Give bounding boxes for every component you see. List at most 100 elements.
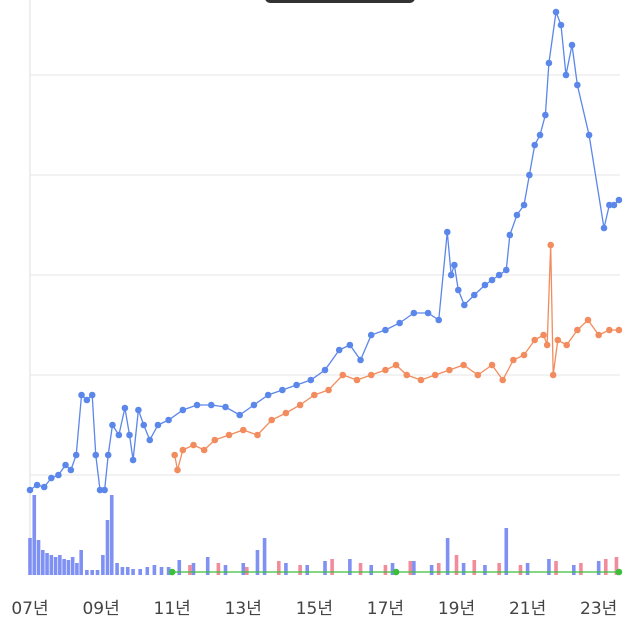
series-point [600,224,608,232]
series-point [321,366,329,374]
series-point [615,196,623,204]
volume-bar [369,565,374,575]
series-point [171,451,178,459]
volume-bar [504,528,509,575]
volume-bar [579,563,583,575]
volume-bar [276,561,281,575]
series-point [447,271,455,279]
volume-bar [177,560,182,575]
volume-bar [284,563,288,575]
series-point [542,111,549,119]
series-point [104,451,112,459]
volume-bar [571,565,576,575]
series-point [26,486,34,494]
series-point [126,431,133,439]
series-point [268,416,275,424]
series-point [606,201,613,209]
series-point [129,456,137,464]
volume-bar [75,563,79,575]
volume-bar [49,555,54,575]
series-point [353,376,361,384]
series-point [460,361,467,369]
series-point [78,391,85,399]
series-point [296,401,304,409]
series-point [211,436,219,444]
volume-bar [152,565,157,575]
series-point [568,41,576,49]
series-point [540,331,547,339]
series-point [357,356,364,364]
series-point [435,316,443,324]
series-point [424,309,432,317]
series-point [40,483,48,491]
series-point [396,319,403,327]
series-point [168,568,176,576]
x-tick-label: 21년 [509,599,546,619]
volume-bar [241,563,246,575]
series-point [585,131,593,139]
volume-bar [105,520,110,575]
series-point [346,341,354,349]
series-point [55,471,62,479]
series-point [279,386,286,394]
volume-bar [483,565,487,575]
series-point [454,286,462,294]
volume-bar [603,559,608,575]
series-point [222,403,229,411]
series-point [595,331,602,339]
series-point [101,486,108,494]
series-point [502,266,510,274]
series-point [403,371,411,379]
volume-bar [36,540,41,575]
series-point [451,261,458,269]
volume-bar [358,563,363,575]
series-point [488,361,496,369]
series-point [488,276,496,284]
series-point [574,326,581,334]
volume-bar [95,570,100,575]
series-point [392,361,400,369]
series-point [250,401,258,409]
volume-bar [436,563,441,575]
volume-bar [70,557,75,575]
volume-bar [191,563,196,575]
volume-bar [62,559,66,575]
x-tick-label: 23년 [580,599,617,619]
series-point [207,401,215,409]
series-line [174,244,619,471]
series-point [417,376,425,384]
volume-bar [454,555,459,575]
series-point [606,326,613,334]
series-point [584,316,592,324]
series-point [174,466,181,474]
series-point [531,141,538,149]
series-point [531,336,538,344]
volume-bar [554,561,558,575]
volume-bar [32,495,37,575]
x-tick-label: 19년 [438,599,475,619]
volume-bar [159,567,164,575]
series-point [615,326,623,334]
series-point [574,81,581,89]
volume-bar [109,495,114,575]
volume-bar [40,550,45,575]
series-point [481,281,489,289]
series-point [610,201,618,209]
series-point [72,451,80,459]
volume-bar [298,565,302,575]
series-point [190,441,197,449]
volume-bar [115,563,119,575]
x-tick-label: 13년 [225,599,262,619]
series-point [392,568,400,576]
volume-bar [85,570,89,575]
series-point [443,228,451,236]
series-point [311,391,318,399]
series-point [543,341,551,349]
series-point [307,376,315,384]
volume-bar [596,561,601,575]
series-point [557,21,565,29]
volume-bar [188,565,192,575]
volume-bar [58,555,62,575]
series-point [545,59,553,67]
